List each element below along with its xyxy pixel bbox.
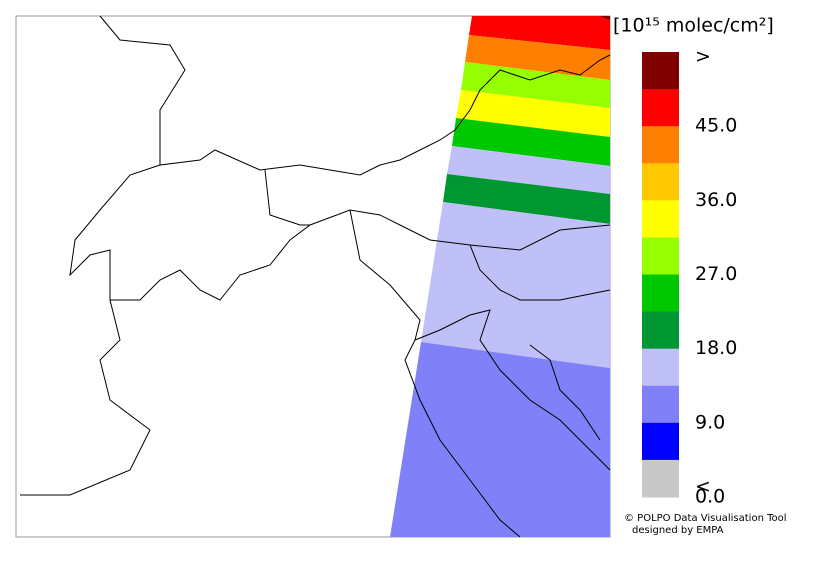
map [15, 15, 611, 538]
colorbar-label: > [695, 46, 711, 68]
colorbar-swatch [642, 274, 679, 313]
colorbar-label: 0.0 [695, 486, 725, 508]
colorbar-label: 18.0 [695, 337, 737, 359]
swath [390, 16, 610, 537]
colorbar-label: 45.0 [695, 115, 737, 137]
colorbar-label: 9.0 [695, 411, 725, 433]
colorbar-swatch [642, 422, 679, 461]
credit-line: designed by EMPA [632, 525, 724, 536]
colorbar-label: < [695, 476, 711, 498]
colorbar-title: [10¹⁵ molec/cm²] [613, 15, 774, 37]
colorbar-swatch [642, 237, 679, 275]
colorbar-swatch [642, 89, 679, 127]
colorbar-label: 36.0 [695, 189, 737, 211]
colorbar-swatch [642, 163, 679, 201]
borders [20, 15, 611, 538]
colorbar-swatch [642, 348, 679, 387]
colorbar-label: 27.0 [695, 263, 737, 285]
colorbar-swatch [642, 52, 679, 90]
colorbar-swatch [642, 459, 679, 498]
colorbar-swatch [642, 126, 679, 164]
colorbar: >45.0 36.0 27.0 18.0 9.0 0.0< [642, 46, 737, 508]
credit-line: © POLPO Data Visualisation Tool [624, 513, 787, 524]
colorbar-swatch [642, 385, 679, 424]
colorbar-swatch [642, 311, 679, 350]
colorbar-swatch [642, 200, 679, 238]
